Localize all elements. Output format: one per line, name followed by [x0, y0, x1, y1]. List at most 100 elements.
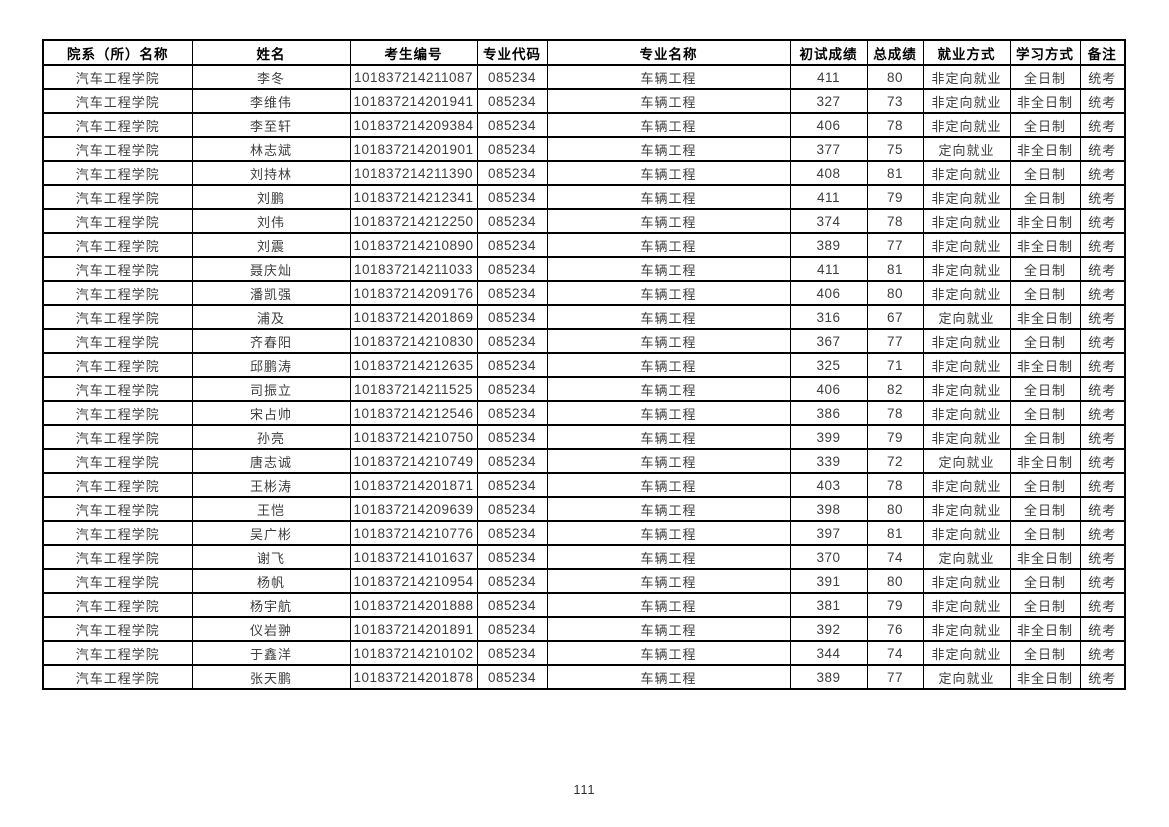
cell-department: 汽车工程学院	[42, 496, 193, 522]
cell-major-code: 085234	[476, 448, 548, 474]
table-row: 汽车工程学院 齐春阳 101837214210830 085234 车辆工程 367 77 非…	[42, 328, 1126, 354]
cell-name: 刘伟	[191, 208, 351, 234]
cell-remark: 统考	[1079, 232, 1126, 258]
cell-name: 张天鹏	[191, 664, 351, 690]
cell-employment-type: 定向就业	[922, 304, 1011, 330]
cell-candidate-id: 101837214212341	[349, 184, 478, 210]
column-header-initial-score: 初试成绩	[789, 39, 868, 66]
cell-major-name: 车辆工程	[546, 184, 791, 210]
cell-employment-type: 非定向就业	[922, 592, 1011, 618]
cell-study-mode: 全日制	[1009, 112, 1081, 138]
cell-major-name: 车辆工程	[546, 592, 791, 618]
cell-remark: 统考	[1079, 424, 1126, 450]
cell-study-mode: 非全日制	[1009, 664, 1081, 690]
cell-candidate-id: 101837214210954	[349, 568, 478, 594]
cell-major-code: 085234	[476, 424, 548, 450]
cell-department: 汽车工程学院	[42, 184, 193, 210]
cell-remark: 统考	[1079, 136, 1126, 162]
cell-initial-score: 386	[789, 400, 868, 426]
cell-name: 刘震	[191, 232, 351, 258]
column-header-total-score: 总成绩	[866, 39, 924, 66]
cell-study-mode: 全日制	[1009, 280, 1081, 306]
cell-major-name: 车辆工程	[546, 232, 791, 258]
cell-department: 汽车工程学院	[42, 304, 193, 330]
cell-candidate-id: 101837214212546	[349, 400, 478, 426]
cell-candidate-id: 101837214211033	[349, 256, 478, 282]
cell-total-score: 73	[866, 88, 924, 114]
table-row: 汽车工程学院 王彬涛 101837214201871 085234 车辆工程 403 78 非…	[42, 472, 1126, 498]
cell-name: 宋占帅	[191, 400, 351, 426]
cell-department: 汽车工程学院	[42, 472, 193, 498]
cell-total-score: 67	[866, 304, 924, 330]
cell-remark: 统考	[1079, 208, 1126, 234]
cell-major-code: 085234	[476, 592, 548, 618]
cell-remark: 统考	[1079, 400, 1126, 426]
column-header-employment-type: 就业方式	[922, 39, 1011, 66]
column-header-department: 院系（所）名称	[42, 39, 193, 66]
cell-department: 汽车工程学院	[42, 544, 193, 570]
cell-name: 李至轩	[191, 112, 351, 138]
cell-remark: 统考	[1079, 520, 1126, 546]
table-row: 汽车工程学院 宋占帅 101837214212546 085234 车辆工程 386 78 非…	[42, 400, 1126, 426]
cell-major-name: 车辆工程	[546, 664, 791, 690]
cell-candidate-id: 101837214210749	[349, 448, 478, 474]
page-number: 111	[573, 783, 596, 797]
cell-department: 汽车工程学院	[42, 328, 193, 354]
table-row: 汽车工程学院 李至轩 101837214209384 085234 车辆工程 406 78 非…	[42, 112, 1126, 138]
cell-employment-type: 非定向就业	[922, 472, 1011, 498]
cell-major-code: 085234	[476, 136, 548, 162]
cell-candidate-id: 101837214212635	[349, 352, 478, 378]
cell-total-score: 79	[866, 424, 924, 450]
cell-study-mode: 非全日制	[1009, 304, 1081, 330]
cell-employment-type: 非定向就业	[922, 256, 1011, 282]
cell-remark: 统考	[1079, 352, 1126, 378]
table-row: 汽车工程学院 李维伟 101837214201941 085234 车辆工程 327 73 非…	[42, 88, 1126, 114]
cell-initial-score: 411	[789, 184, 868, 210]
cell-department: 汽车工程学院	[42, 352, 193, 378]
cell-department: 汽车工程学院	[42, 664, 193, 690]
cell-major-name: 车辆工程	[546, 424, 791, 450]
cell-remark: 统考	[1079, 184, 1126, 210]
cell-study-mode: 非全日制	[1009, 136, 1081, 162]
cell-initial-score: 370	[789, 544, 868, 570]
cell-total-score: 78	[866, 112, 924, 138]
table-row: 汽车工程学院 刘伟 101837214212250 085234 车辆工程 374 78 非定…	[42, 208, 1126, 234]
column-header-name: 姓名	[191, 39, 351, 66]
cell-major-name: 车辆工程	[546, 448, 791, 474]
cell-study-mode: 全日制	[1009, 496, 1081, 522]
cell-initial-score: 381	[789, 592, 868, 618]
cell-total-score: 77	[866, 232, 924, 258]
cell-major-name: 车辆工程	[546, 400, 791, 426]
cell-major-code: 085234	[476, 520, 548, 546]
cell-total-score: 81	[866, 160, 924, 186]
cell-initial-score: 327	[789, 88, 868, 114]
cell-candidate-id: 101837214201941	[349, 88, 478, 114]
cell-study-mode: 非全日制	[1009, 208, 1081, 234]
cell-candidate-id: 101837214201871	[349, 472, 478, 498]
table-row: 汽车工程学院 浦及 101837214201869 085234 车辆工程 316 67 定向…	[42, 304, 1126, 330]
cell-major-name: 车辆工程	[546, 520, 791, 546]
cell-remark: 统考	[1079, 544, 1126, 570]
cell-employment-type: 非定向就业	[922, 496, 1011, 522]
cell-total-score: 79	[866, 592, 924, 618]
cell-initial-score: 344	[789, 640, 868, 666]
cell-employment-type: 非定向就业	[922, 64, 1011, 90]
cell-candidate-id: 101837214211087	[349, 64, 478, 90]
cell-major-code: 085234	[476, 280, 548, 306]
column-header-study-mode: 学习方式	[1009, 39, 1081, 66]
cell-major-code: 085234	[476, 256, 548, 282]
cell-department: 汽车工程学院	[42, 136, 193, 162]
cell-name: 谢飞	[191, 544, 351, 570]
cell-employment-type: 非定向就业	[922, 568, 1011, 594]
table-row: 汽车工程学院 刘持林 101837214211390 085234 车辆工程 408 81 非…	[42, 160, 1126, 186]
cell-major-code: 085234	[476, 472, 548, 498]
cell-department: 汽车工程学院	[42, 112, 193, 138]
cell-remark: 统考	[1079, 64, 1126, 90]
table-row: 汽车工程学院 吴广彬 101837214210776 085234 车辆工程 397 81 非…	[42, 520, 1126, 546]
cell-candidate-id: 101837214201891	[349, 616, 478, 642]
cell-name: 吴广彬	[191, 520, 351, 546]
cell-department: 汽车工程学院	[42, 64, 193, 90]
cell-major-name: 车辆工程	[546, 88, 791, 114]
cell-total-score: 74	[866, 544, 924, 570]
cell-name: 于鑫洋	[191, 640, 351, 666]
